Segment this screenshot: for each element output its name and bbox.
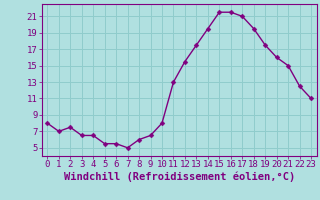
X-axis label: Windchill (Refroidissement éolien,°C): Windchill (Refroidissement éolien,°C) [64,172,295,182]
